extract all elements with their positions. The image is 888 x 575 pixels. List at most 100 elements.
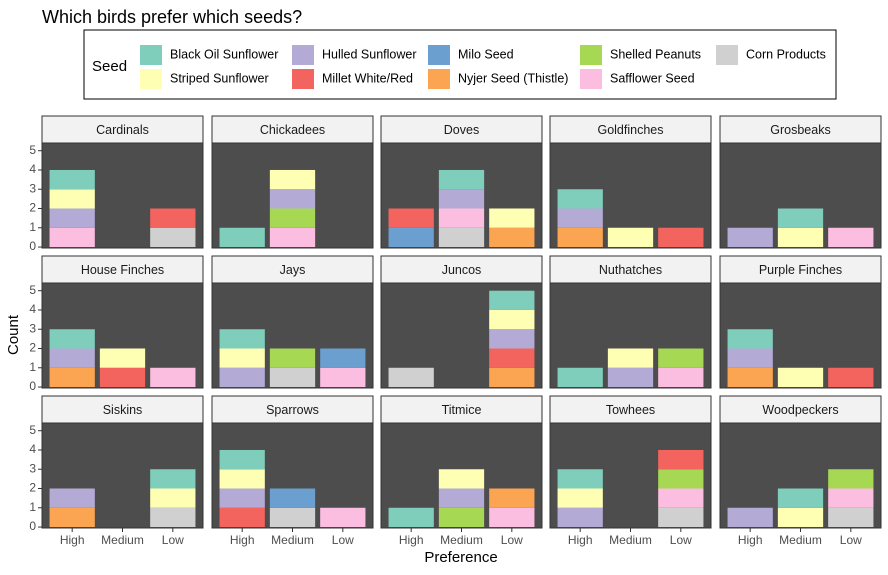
- strip: [380, 395, 543, 424]
- bar-segment: [658, 507, 704, 528]
- legend-title: Seed: [92, 58, 127, 75]
- bar-segment: [150, 488, 196, 508]
- bar-segment: [489, 488, 535, 508]
- strip: [211, 395, 374, 424]
- bar-segment: [320, 367, 366, 388]
- bar-segment: [727, 367, 773, 388]
- bar-segment: [320, 507, 366, 528]
- bar-segment: [49, 507, 95, 528]
- bar-segment: [49, 169, 95, 190]
- legend-box: [83, 29, 837, 100]
- facet-title: Jays: [280, 263, 306, 277]
- y-tick-label: 4: [29, 302, 36, 316]
- x-tick-label: High: [738, 533, 763, 547]
- facet-title: Doves: [444, 123, 479, 137]
- bar-segment: [49, 367, 95, 388]
- bar-segment: [658, 348, 704, 368]
- x-tick-label: High: [60, 533, 85, 547]
- bar-segment: [828, 469, 874, 489]
- facet-title: Juncos: [442, 263, 482, 277]
- legend-key: [580, 45, 602, 65]
- bar-segment: [777, 507, 824, 528]
- strip: [41, 115, 204, 144]
- bar-segment: [489, 290, 535, 310]
- bar-segment: [828, 227, 874, 248]
- bar-segment: [219, 367, 265, 388]
- y-tick-label: 0: [29, 239, 36, 253]
- bar-segment: [777, 488, 824, 508]
- bar-segment: [557, 189, 603, 209]
- y-tick-label: 4: [29, 162, 36, 176]
- legend-label: Corn Products: [746, 47, 826, 61]
- x-tick-label: Medium: [609, 533, 652, 547]
- bar-segment: [269, 488, 316, 508]
- bar-segment: [388, 507, 434, 528]
- bar-segment: [489, 208, 535, 228]
- x-tick-label: Low: [501, 533, 523, 547]
- x-tick-label: Medium: [101, 533, 144, 547]
- chart-title: Which birds prefer which seeds?: [42, 7, 302, 27]
- strip: [719, 115, 882, 144]
- bar-segment: [269, 227, 316, 248]
- x-tick-label: Medium: [779, 533, 822, 547]
- bar-segment: [489, 227, 535, 248]
- legend-key: [292, 45, 314, 65]
- bar-segment: [438, 488, 485, 508]
- bar-segment: [150, 227, 196, 248]
- bar-segment: [489, 329, 535, 349]
- facet-title: Goldfinches: [597, 123, 663, 137]
- y-tick-label: 3: [29, 461, 36, 475]
- x-tick-label: High: [230, 533, 255, 547]
- bar-segment: [219, 227, 265, 248]
- bar-segment: [828, 367, 874, 388]
- strip: [211, 115, 374, 144]
- facet-title: Titmice: [442, 403, 482, 417]
- legend-key: [292, 69, 314, 89]
- legend-label: Safflower Seed: [610, 71, 695, 85]
- bar-segment: [320, 348, 366, 368]
- x-tick-label: Medium: [271, 533, 314, 547]
- legend-label: Black Oil Sunflower: [170, 47, 278, 61]
- legend-label: Striped Sunflower: [170, 71, 269, 85]
- bar-segment: [658, 227, 704, 248]
- y-tick-label: 5: [29, 423, 36, 437]
- strip: [380, 255, 543, 284]
- legend-key: [428, 69, 450, 89]
- bar-segment: [438, 469, 485, 489]
- bar-segment: [49, 227, 95, 248]
- bar-segment: [557, 227, 603, 248]
- bar-segment: [828, 488, 874, 508]
- facet-title: Cardinals: [96, 123, 149, 137]
- bar-segment: [658, 367, 704, 388]
- legend-label: Millet White/Red: [322, 71, 413, 85]
- y-tick-label: 3: [29, 181, 36, 195]
- legend-key: [140, 69, 162, 89]
- x-tick-label: Low: [670, 533, 692, 547]
- bar-segment: [219, 507, 265, 528]
- y-tick-label: 2: [29, 341, 36, 355]
- y-tick-label: 0: [29, 379, 36, 393]
- legend-key: [716, 45, 738, 65]
- bar-segment: [438, 507, 485, 528]
- bar-segment: [150, 208, 196, 228]
- y-tick-label: 2: [29, 481, 36, 495]
- strip: [719, 255, 882, 284]
- bar-segment: [489, 348, 535, 368]
- bar-segment: [607, 227, 654, 248]
- bar-segment: [658, 469, 704, 489]
- bar-segment: [49, 488, 95, 508]
- bar-segment: [557, 507, 603, 528]
- facet-title: Chickadees: [260, 123, 325, 137]
- bar-segment: [658, 449, 704, 470]
- strip: [549, 255, 712, 284]
- bar-segment: [489, 309, 535, 330]
- bar-segment: [727, 348, 773, 368]
- y-tick-label: 5: [29, 143, 36, 157]
- facet-title: Sparrows: [266, 403, 319, 417]
- bar-segment: [727, 329, 773, 349]
- legend-key: [140, 45, 162, 65]
- legend-label: Shelled Peanuts: [610, 47, 701, 61]
- legend-label: Milo Seed: [458, 47, 514, 61]
- x-tick-label: Low: [332, 533, 354, 547]
